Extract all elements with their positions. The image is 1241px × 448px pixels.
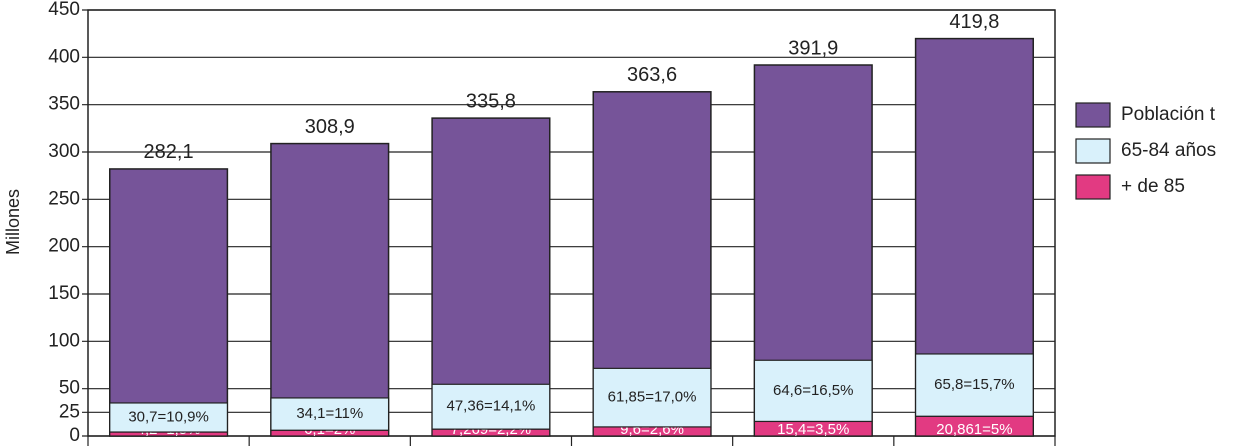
- y-tick-label: 250: [48, 188, 80, 209]
- y-tick-label: 200: [48, 236, 80, 257]
- legend-label: + de 85: [1121, 176, 1185, 197]
- bar-total: [109, 168, 229, 437]
- value-label: 65,8=15,7%: [934, 376, 1015, 393]
- value-label: 34,1=11%: [296, 405, 363, 422]
- legend-swatch: [1075, 138, 1111, 164]
- value-label: 282,1: [144, 141, 194, 163]
- y-tick-label: 350: [48, 94, 80, 115]
- y-tick-label: 50: [59, 378, 80, 399]
- value-label: 15,4=3,5%: [777, 421, 849, 438]
- value-label: 20,861=5%: [936, 421, 1012, 438]
- value-label: 47,36=14,1%: [447, 398, 536, 415]
- value-label: 363,6: [627, 64, 677, 86]
- bar-segment: [270, 397, 390, 431]
- y-axis-label: Millones: [3, 189, 23, 255]
- y-tick-label: 100: [48, 330, 80, 351]
- legend-label: Población t: [1121, 104, 1216, 125]
- y-tick-label: 450: [48, 0, 80, 20]
- y-tick-label: 400: [48, 46, 80, 67]
- y-tick-label: 25: [59, 401, 80, 422]
- legend-swatch: [1075, 174, 1111, 200]
- bar-segment: [431, 383, 551, 430]
- y-tick-label: 0: [69, 425, 80, 446]
- legend-label: 65-84 años: [1121, 140, 1216, 161]
- y-tick-label: 150: [48, 283, 80, 304]
- legend-swatch: [1075, 102, 1111, 128]
- plot-frame: [87, 9, 1056, 437]
- value-label: 335,8: [466, 90, 516, 112]
- value-label: 30,7=10,9%: [128, 408, 209, 425]
- bar-segment: [753, 359, 873, 423]
- bar-total: [431, 117, 551, 437]
- value-label: 64,6=16,5%: [773, 382, 854, 399]
- y-tick-label: 300: [48, 141, 80, 162]
- bar-total: [270, 142, 390, 437]
- bar-segment: [914, 353, 1034, 417]
- value-label: 308,9: [305, 116, 355, 138]
- value-label: 419,8: [949, 11, 999, 33]
- value-label: 391,9: [788, 37, 838, 59]
- bar-segment: [109, 402, 229, 433]
- value-label: 61,85=17,0%: [608, 389, 697, 406]
- bar-segment: [592, 367, 712, 428]
